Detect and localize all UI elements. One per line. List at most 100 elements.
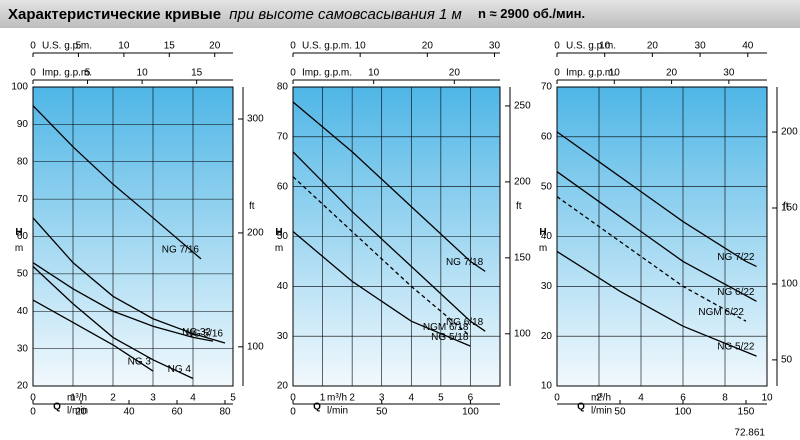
usgpm-tick-label: 5 <box>76 41 82 52</box>
x-tick-label: 2 <box>110 393 116 404</box>
x-tick-label: 5 <box>438 393 444 404</box>
ft-tick-label: 100 <box>781 279 798 290</box>
x-tick-label: 3 <box>379 393 385 404</box>
x-tick-label: 6 <box>468 393 474 404</box>
x-tick-label: 0 <box>290 393 296 404</box>
lmin-tick-label: 60 <box>171 407 183 418</box>
lmin-tick-label: 50 <box>614 407 626 418</box>
usgpm-tick-label: 30 <box>489 41 501 52</box>
curve <box>292 151 486 332</box>
usgpm-label: U.S. g.p.m. <box>302 41 352 52</box>
ft-tick-label: 100 <box>514 328 531 339</box>
usgpm-label: U.S. g.p.m. <box>42 41 92 52</box>
usgpm-label: U.S. g.p.m. <box>566 41 616 52</box>
usgpm-tick-label: 0 <box>290 41 296 52</box>
lmin-tick-label: 0 <box>290 407 296 418</box>
speed: n ≈ 2900 об./мин. <box>478 6 585 21</box>
impgpm-tick-label: 15 <box>191 68 203 79</box>
impgpm-tick-label: 20 <box>449 68 461 79</box>
x-tick-label: 2 <box>349 393 355 404</box>
x-tick-label: 1 <box>70 393 76 404</box>
x-tick-label: 4 <box>190 393 196 404</box>
y-tick-label: 100 <box>11 82 28 93</box>
header: Характеристические кривые при высоте сам… <box>8 6 585 23</box>
curve <box>32 262 214 342</box>
y-tick-label: 60 <box>17 231 29 242</box>
lmin-label: l/min <box>67 406 88 417</box>
ft-tick-label: 100 <box>247 341 264 352</box>
y-tick-label: 90 <box>17 119 29 130</box>
plot-frame <box>292 86 501 387</box>
plot-frame <box>32 86 234 387</box>
m-label: m <box>539 243 547 254</box>
impgpm-tick-label: 0 <box>554 68 560 79</box>
m3h-label: m³/h <box>67 393 87 404</box>
m-label: m <box>275 243 283 254</box>
usgpm-tick-label: 20 <box>422 41 434 52</box>
usgpm-tick-label: 10 <box>118 41 130 52</box>
plot-frame <box>556 86 768 387</box>
ft-label: ft <box>783 201 789 212</box>
impgpm-label: Imp. g.p.m. <box>302 68 352 79</box>
curve <box>32 299 154 372</box>
ft-tick-label: 50 <box>781 355 793 366</box>
usgpm-tick-label: 40 <box>742 41 754 52</box>
y-tick-label: 40 <box>541 231 553 242</box>
lmin-tick-label: 150 <box>738 407 755 418</box>
lmin-tick-label: 20 <box>75 407 87 418</box>
usgpm-tick-label: 0 <box>30 41 36 52</box>
y-tick-label: 70 <box>277 131 289 142</box>
curve-label: NGM 6/18 <box>423 322 469 333</box>
code: 72.861 <box>734 428 765 439</box>
ft-label: ft <box>249 201 255 212</box>
impgpm-tick-label: 10 <box>609 68 621 79</box>
x-tick-label: 5 <box>230 393 236 404</box>
y-tick-label: 10 <box>541 381 553 392</box>
q-label: Q <box>577 402 585 413</box>
h-label: H <box>15 227 22 238</box>
curve-label: NG 5/16 <box>186 329 224 340</box>
y-tick-label: 70 <box>17 194 29 205</box>
usgpm-tick-label: 20 <box>647 41 659 52</box>
m3h-label: m³/h <box>591 393 611 404</box>
curve-label: NG 4 <box>168 364 192 375</box>
y-tick-label: 50 <box>17 269 29 280</box>
ft-tick-label: 150 <box>514 252 531 263</box>
x-tick-label: 1 <box>320 393 326 404</box>
usgpm-tick-label: 0 <box>554 41 560 52</box>
curve <box>292 231 471 347</box>
m3h-label: m³/h <box>327 393 347 404</box>
ft-tick-label: 200 <box>781 127 798 138</box>
x-tick-label: 0 <box>554 393 560 404</box>
y-tick-label: 80 <box>277 82 289 93</box>
curve <box>32 217 226 344</box>
lmin-tick-label: 40 <box>123 407 135 418</box>
y-tick-label: 40 <box>17 306 29 317</box>
curve <box>32 265 194 380</box>
impgpm-tick-label: 0 <box>290 68 296 79</box>
usgpm-tick-label: 20 <box>209 41 221 52</box>
ft-tick-label: 150 <box>781 203 798 214</box>
lmin-tick-label: 100 <box>462 407 479 418</box>
x-tick-label: 10 <box>761 393 773 404</box>
curve-label: NG 6/18 <box>446 317 484 328</box>
lmin-tick-label: 80 <box>219 407 231 418</box>
curve <box>556 196 747 322</box>
y-tick-label: 20 <box>17 381 29 392</box>
curve-label: NG 7/22 <box>717 252 755 263</box>
y-tick-label: 20 <box>277 381 289 392</box>
y-tick-label: 30 <box>541 281 553 292</box>
curve-label: NG 32 <box>182 327 211 338</box>
impgpm-tick-label: 5 <box>85 68 91 79</box>
y-tick-label: 50 <box>541 181 553 192</box>
x-tick-label: 8 <box>722 393 728 404</box>
lmin-label: l/min <box>591 406 612 417</box>
usgpm-tick-label: 10 <box>599 41 611 52</box>
curve-label: NG 7/16 <box>162 245 200 256</box>
x-tick-label: 4 <box>638 393 644 404</box>
title-note: при высоте самовсасывания 1 м <box>229 6 462 23</box>
x-tick-label: 3 <box>150 393 156 404</box>
ft-tick-label: 250 <box>514 101 531 112</box>
ft-tick-label: 200 <box>514 177 531 188</box>
